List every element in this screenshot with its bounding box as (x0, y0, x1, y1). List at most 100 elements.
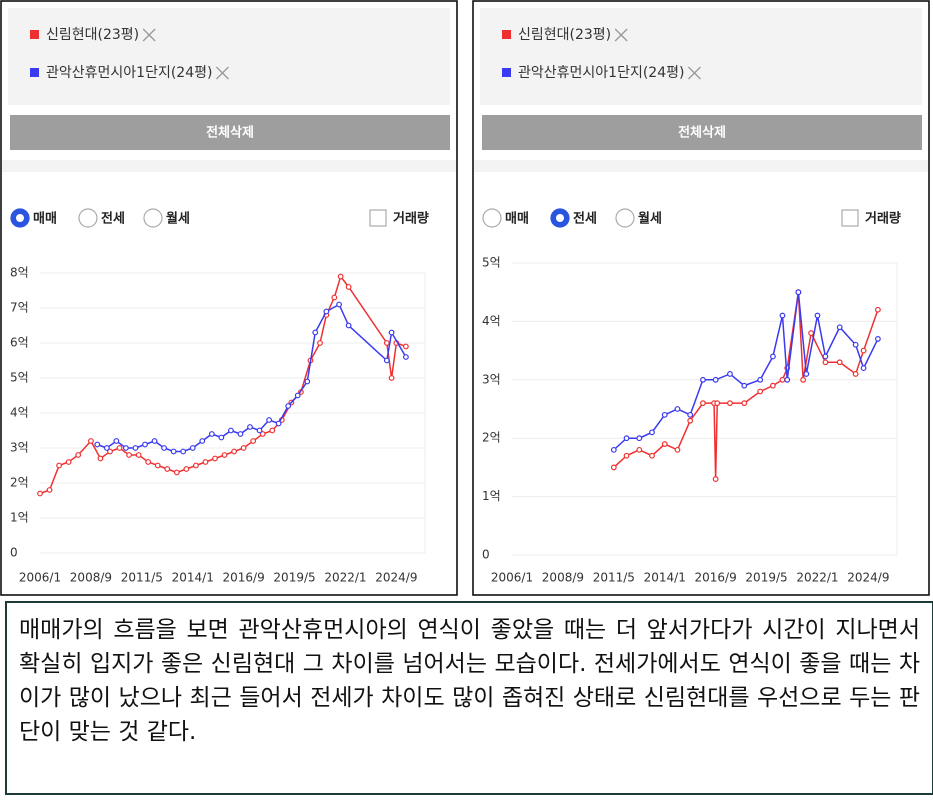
x-tick-label: 2019/5 (273, 571, 315, 585)
x-tick-label: 2014/1 (644, 571, 686, 585)
data-point (199, 438, 206, 444)
x-tick-label: 2011/5 (593, 571, 635, 585)
data-point (687, 417, 694, 424)
delete-all-button[interactable] (482, 115, 922, 150)
data-point (247, 424, 253, 430)
data-point (661, 441, 668, 447)
data-point (852, 371, 859, 377)
data-point (757, 388, 764, 395)
y-tick-label: 6억 (10, 336, 29, 350)
data-point (202, 459, 209, 465)
data-point (388, 329, 395, 336)
y-tick-label: 0 (482, 548, 490, 562)
delete-all-button[interactable] (10, 115, 450, 150)
radio[interactable] (615, 208, 635, 228)
data-point (237, 431, 244, 437)
legend-swatch (502, 30, 511, 39)
data-point (610, 446, 617, 453)
data-point (636, 435, 643, 442)
data-point (700, 376, 706, 383)
data-point (836, 359, 843, 366)
y-tick-label: 5억 (482, 256, 501, 270)
data-point (88, 438, 94, 444)
y-tick-label: 1억 (10, 511, 29, 525)
x-tick-label: 2006/1 (491, 571, 533, 585)
checkbox-label: 거래량 (393, 212, 429, 227)
data-point (208, 431, 215, 437)
data-point (116, 445, 123, 451)
data-point (800, 376, 807, 383)
checkbox[interactable] (369, 209, 387, 227)
data-point (623, 435, 630, 442)
data-point (814, 312, 821, 319)
data-point (337, 273, 344, 280)
data-point (56, 462, 62, 469)
data-point (803, 371, 810, 377)
data-point (231, 448, 237, 455)
radio[interactable] (143, 208, 163, 228)
data-point (383, 357, 390, 364)
data-point (836, 324, 843, 331)
data-point (189, 445, 196, 451)
data-point (37, 490, 43, 497)
compare-area (8, 8, 450, 105)
radio[interactable] (78, 208, 98, 228)
x-tick-label: 2024/9 (375, 571, 417, 585)
data-point (218, 434, 225, 441)
data-point (649, 452, 655, 459)
data-point (808, 330, 814, 336)
delete-all-label: 전체삭제 (206, 125, 254, 141)
data-point (741, 382, 748, 389)
data-point (674, 446, 681, 453)
data-point (770, 382, 776, 389)
data-point (712, 376, 719, 383)
data-point (103, 445, 110, 451)
data-point (345, 322, 352, 329)
data-point (687, 411, 694, 418)
checkbox-label: 거래량 (865, 212, 901, 227)
remove-icon[interactable] (687, 66, 701, 80)
y-tick-label: 3억 (482, 372, 501, 386)
checkbox[interactable] (841, 209, 859, 227)
x-tick-label: 2016/9 (695, 571, 737, 585)
data-point (97, 455, 104, 462)
radio-label: 전세 (573, 211, 597, 227)
data-point (142, 441, 148, 448)
data-point (403, 354, 409, 360)
data-point (212, 455, 218, 462)
data-point (123, 445, 129, 451)
remove-icon[interactable] (215, 66, 229, 80)
data-point (741, 400, 748, 407)
x-tick-label: 2014/1 (172, 571, 214, 585)
radio-dot (556, 214, 564, 222)
data-point (779, 376, 786, 383)
data-point (266, 417, 272, 423)
data-point (779, 312, 786, 319)
data-point (228, 427, 234, 434)
legend-swatch (502, 68, 511, 77)
remove-icon[interactable] (614, 28, 628, 42)
data-point (700, 400, 706, 407)
data-point (312, 329, 319, 336)
y-tick-label: 4억 (10, 406, 29, 420)
data-point (852, 341, 859, 348)
data-point (180, 448, 187, 455)
data-point (275, 420, 282, 427)
x-tick-label: 2016/9 (223, 571, 265, 585)
data-point (164, 466, 171, 472)
data-point (304, 378, 311, 385)
data-point (183, 466, 190, 472)
data-point (154, 462, 161, 469)
data-point (875, 336, 881, 342)
x-tick-label: 2008/9 (542, 571, 584, 585)
data-point (712, 476, 719, 482)
data-point (46, 487, 53, 493)
delete-all-label: 전체삭제 (678, 125, 726, 141)
legend-label: 신림현대(23평) (46, 27, 139, 43)
radio-label: 매매 (33, 212, 57, 227)
data-point (727, 371, 733, 377)
remove-icon[interactable] (142, 28, 156, 42)
data-point (65, 459, 72, 465)
radio[interactable] (482, 208, 502, 228)
